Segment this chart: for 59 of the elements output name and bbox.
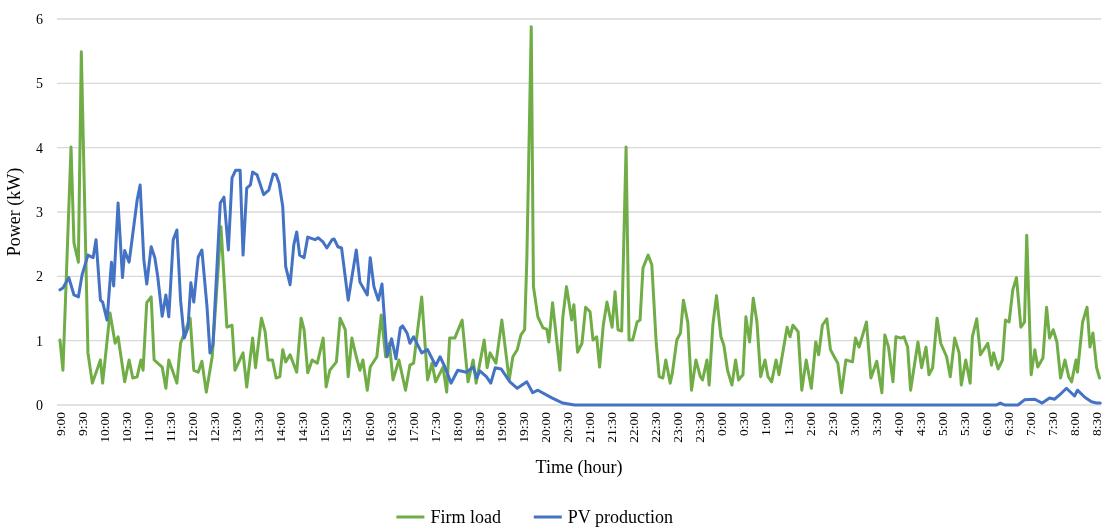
x-tick-label: 16:30 bbox=[383, 411, 399, 443]
x-tick-label: 13:00 bbox=[229, 411, 245, 443]
x-tick-label: 9:00 bbox=[52, 411, 68, 437]
y-tick-label: 0 bbox=[36, 397, 43, 413]
x-tick-label: 0:00 bbox=[714, 411, 730, 437]
x-tick-label: 13:30 bbox=[251, 411, 267, 443]
x-tick-label: 15:00 bbox=[317, 411, 333, 443]
x-tick-label: 10:00 bbox=[96, 411, 112, 443]
x-tick-label: 21:00 bbox=[582, 411, 598, 443]
y-tick-label: 2 bbox=[36, 269, 43, 285]
x-tick-label: 9:30 bbox=[74, 411, 90, 437]
x-tick-label: 17:00 bbox=[405, 411, 421, 443]
x-tick-label: 8:30 bbox=[1089, 411, 1102, 437]
x-tick-label: 22:30 bbox=[648, 411, 664, 443]
x-tick-label: 7:00 bbox=[1023, 411, 1039, 437]
x-tick-label: 5:00 bbox=[934, 411, 950, 437]
x-tick-label: 0:30 bbox=[736, 411, 752, 437]
x-tick-label: 20:30 bbox=[559, 411, 575, 443]
x-tick-label: 2:30 bbox=[824, 411, 840, 437]
x-tick-label: 16:00 bbox=[361, 411, 377, 443]
x-tick-label: 17:30 bbox=[427, 411, 443, 443]
x-tick-label: 3:00 bbox=[846, 411, 862, 437]
x-tick-label: 20:00 bbox=[537, 411, 553, 443]
x-tick-label: 23:30 bbox=[692, 411, 708, 443]
x-tick-label: 3:30 bbox=[868, 411, 884, 437]
x-tick-label: 14:00 bbox=[273, 411, 289, 443]
x-axis-title: Time (hour) bbox=[535, 457, 623, 478]
x-tick-label: 12:00 bbox=[185, 411, 201, 443]
legend-label: Firm load bbox=[430, 507, 501, 528]
y-axis-title: Power (kW) bbox=[4, 167, 25, 257]
x-tick-label: 19:30 bbox=[515, 411, 531, 443]
y-tick-label: 3 bbox=[36, 204, 43, 220]
x-tick-label: 23:00 bbox=[670, 411, 686, 443]
x-tick-label: 7:30 bbox=[1045, 411, 1061, 437]
x-tick-label: 4:00 bbox=[890, 411, 906, 437]
x-tick-label: 10:30 bbox=[118, 411, 134, 443]
x-tick-label: 2:00 bbox=[802, 411, 818, 437]
x-tick-label: 18:30 bbox=[471, 411, 487, 443]
x-tick-label: 19:00 bbox=[493, 411, 509, 443]
x-tick-label: 8:00 bbox=[1067, 411, 1083, 437]
x-tick-label: 6:30 bbox=[1001, 411, 1017, 437]
x-tick-label: 12:30 bbox=[207, 411, 223, 443]
x-tick-label: 22:00 bbox=[626, 411, 642, 443]
y-tick-label: 6 bbox=[36, 11, 43, 27]
x-tick-label: 6:00 bbox=[979, 411, 995, 437]
x-tick-label: 14:30 bbox=[295, 411, 311, 443]
x-tick-label: 1:00 bbox=[758, 411, 774, 437]
x-tick-label: 1:30 bbox=[780, 411, 796, 437]
y-tick-label: 1 bbox=[36, 333, 43, 349]
x-tick-label: 11:00 bbox=[140, 411, 156, 443]
x-tick-label: 5:30 bbox=[956, 411, 972, 437]
y-tick-label: 5 bbox=[36, 76, 43, 92]
x-tick-label: 11:30 bbox=[163, 411, 178, 443]
legend-label: PV production bbox=[567, 507, 673, 528]
x-tick-label: 21:30 bbox=[604, 411, 620, 443]
y-tick-label: 4 bbox=[36, 140, 43, 156]
x-tick-label: 18:00 bbox=[449, 411, 465, 443]
x-tick-label: 15:30 bbox=[339, 411, 355, 443]
x-tick-label: 4:30 bbox=[912, 411, 928, 437]
